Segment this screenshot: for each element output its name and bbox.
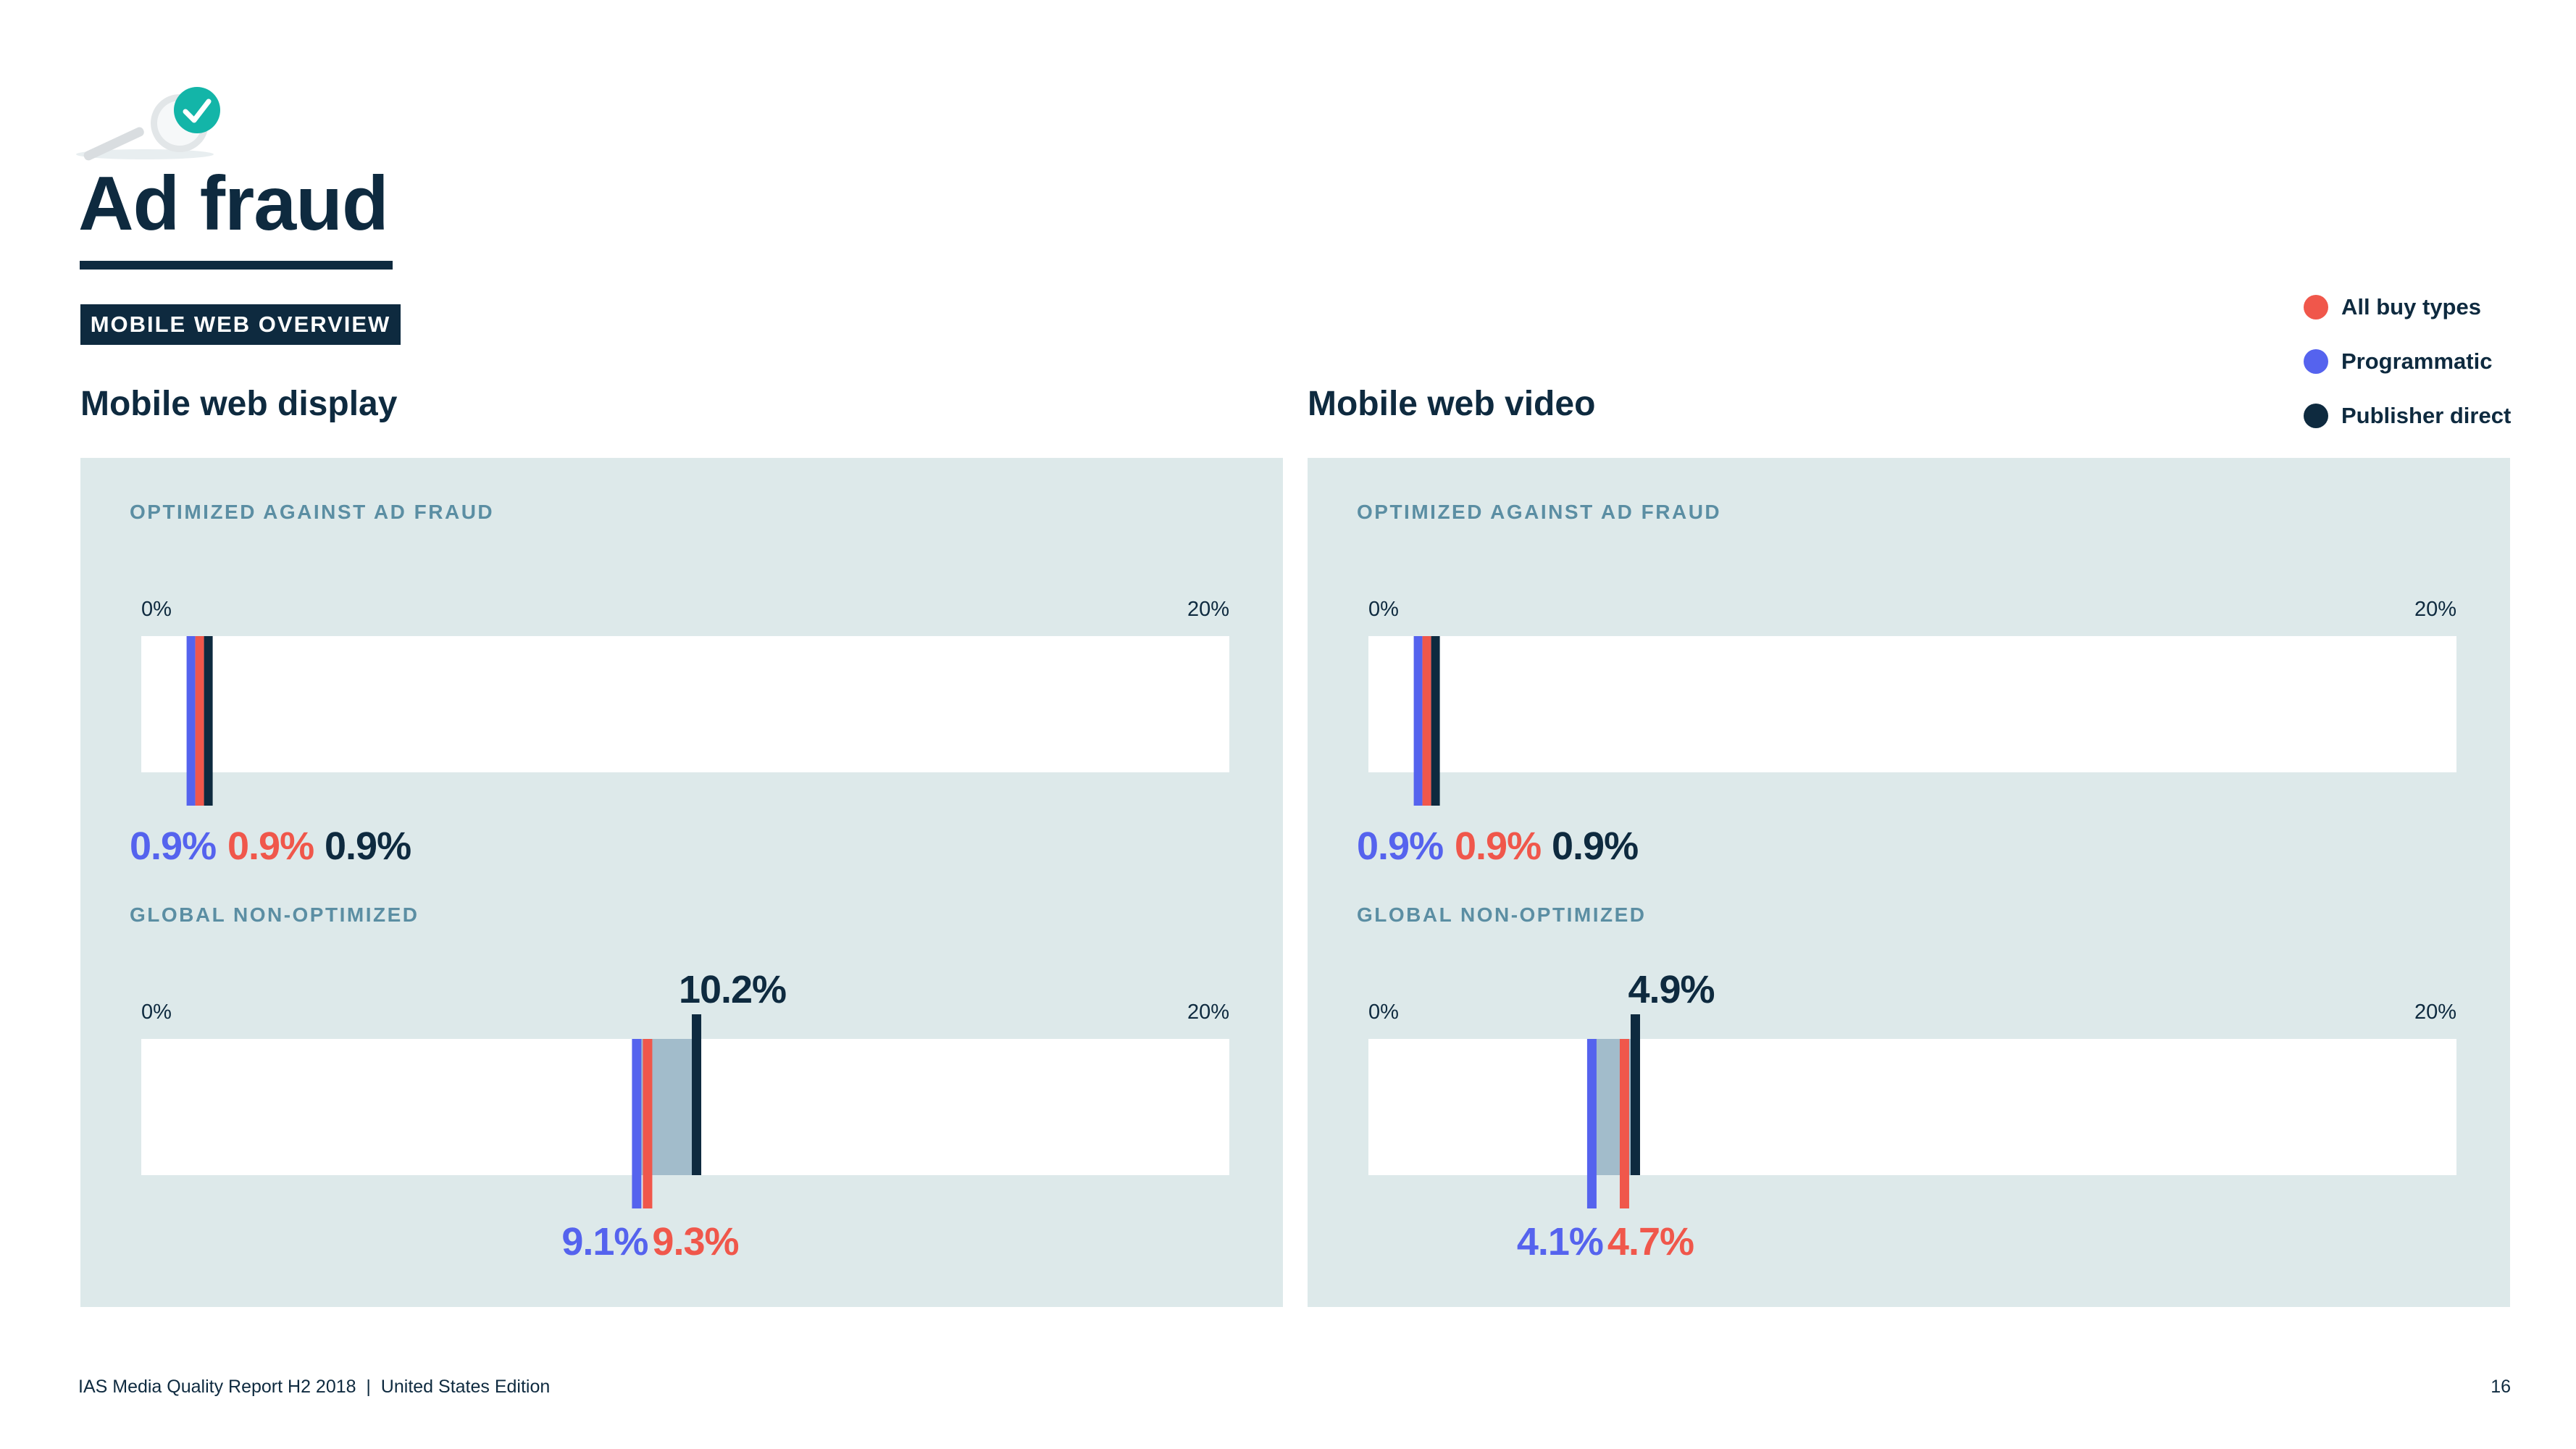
data-label-all-buy-types: 4.7%: [1607, 1220, 1694, 1264]
bar-all-buy-types: [195, 636, 204, 806]
section-label: GLOBAL NON-OPTIMIZED: [1357, 903, 1646, 926]
chart-panel-video: OPTIMIZED AGAINST AD FRAUD 0% 20% 0.9% 0.9% 0…: [1308, 458, 2510, 1307]
bar-all-buy-types: [643, 1039, 653, 1208]
data-label-programmatic: 0.9%: [130, 824, 216, 868]
bar-programmatic: [186, 636, 196, 806]
data-label-all-buy-types: 0.9%: [227, 824, 314, 868]
legend-label: All buy types: [2341, 293, 2481, 320]
legend-dot-icon: [2304, 403, 2328, 428]
axis-tick-label: 0%: [1368, 1001, 1399, 1024]
chart-panel-display: OPTIMIZED AGAINST AD FRAUD 0% 20% 0.9% 0.9% 0…: [80, 458, 1283, 1307]
data-label-programmatic: 9.1%: [561, 1220, 648, 1264]
panel-title-video: Mobile web video: [1308, 385, 1596, 423]
legend-label: Programmatic: [2341, 348, 2493, 374]
bar-programmatic: [1586, 1039, 1597, 1208]
footer-text: IAS Media Quality Report H2 2018 | Unite…: [78, 1377, 551, 1397]
axis-tick-label: 20%: [2414, 1001, 2456, 1024]
data-label-publisher-direct: 0.9%: [325, 824, 411, 868]
section-label: OPTIMIZED AGAINST AD FRAUD: [130, 501, 494, 523]
bar-programmatic: [1413, 636, 1423, 806]
section-badge: MOBILE WEB OVERVIEW: [80, 304, 401, 345]
logo-icon: [76, 87, 220, 161]
data-label-programmatic: 0.9%: [1357, 824, 1443, 868]
axis-tick-label: 20%: [1187, 1001, 1229, 1024]
legend-label: Publisher direct: [2341, 402, 2512, 428]
bar-programmatic: [632, 1039, 642, 1208]
data-label-all-buy-types: 0.9%: [1455, 824, 1541, 868]
legend-item-all-buy-types: All buy types: [2304, 280, 2550, 334]
data-label-programmatic: 4.1%: [1517, 1220, 1603, 1264]
legend-item-programmatic: Programmatic: [2304, 334, 2550, 388]
data-label-all-buy-types: 9.3%: [652, 1220, 738, 1264]
chart-track: [141, 636, 1229, 772]
bar-all-buy-types: [1422, 636, 1431, 806]
page-title: Ad fraud: [78, 161, 389, 246]
data-label-publisher-direct: 0.9%: [1552, 824, 1638, 868]
legend: All buy types Programmatic Publisher dir…: [2304, 280, 2550, 443]
chart-track: [1368, 1039, 2456, 1175]
chart-track: [1368, 636, 2456, 772]
data-label-publisher-direct: 10.2%: [679, 968, 786, 1011]
legend-item-publisher-direct: Publisher direct: [2304, 388, 2550, 443]
section-label: OPTIMIZED AGAINST AD FRAUD: [1357, 501, 1721, 523]
axis-tick-label: 20%: [1187, 598, 1229, 621]
panel-title-display: Mobile web display: [80, 385, 398, 423]
bar-publisher-direct: [1431, 636, 1440, 806]
bar-all-buy-types: [1619, 1039, 1629, 1208]
legend-dot-icon: [2304, 294, 2328, 320]
title-underline: [80, 261, 393, 270]
section-label: GLOBAL NON-OPTIMIZED: [130, 903, 419, 926]
bar-publisher-direct: [1630, 1014, 1640, 1175]
axis-tick-label: 0%: [1368, 598, 1399, 621]
bar-publisher-direct: [692, 1014, 702, 1175]
axis-tick-label: 0%: [141, 1001, 172, 1024]
legend-dot-icon: [2304, 348, 2328, 374]
axis-tick-label: 0%: [141, 598, 172, 621]
bar-publisher-direct: [204, 636, 213, 806]
data-label-publisher-direct: 4.9%: [1628, 968, 1714, 1011]
axis-tick-label: 20%: [2414, 598, 2456, 621]
page-number: 16: [2491, 1377, 2511, 1397]
